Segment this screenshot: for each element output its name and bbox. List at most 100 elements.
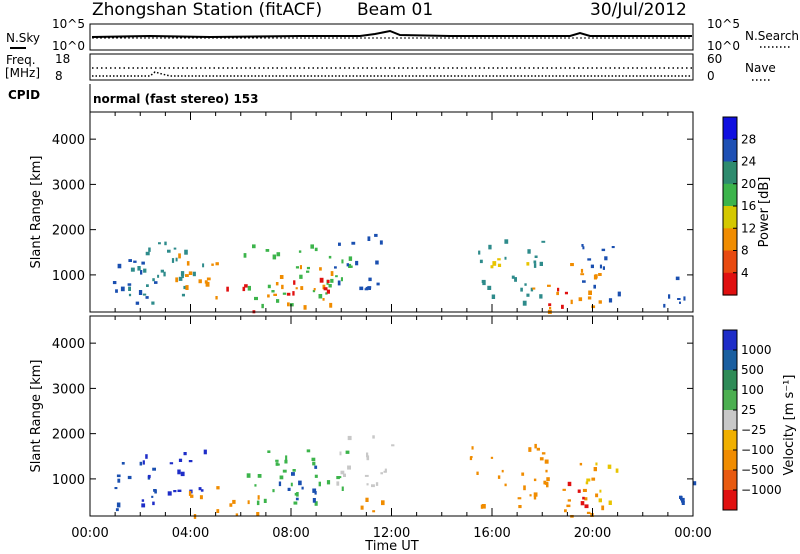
data-cell — [178, 253, 181, 259]
data-cell — [135, 301, 140, 305]
data-cell — [181, 274, 184, 279]
data-cell — [504, 239, 509, 244]
data-cell — [580, 501, 585, 506]
data-cell — [345, 450, 350, 454]
data-cell — [137, 266, 141, 271]
data-cell — [579, 462, 583, 466]
data-cell — [261, 303, 264, 309]
colorbar-segment — [723, 139, 737, 163]
data-cell — [183, 285, 187, 290]
colorbar-segment — [723, 350, 737, 371]
data-cell — [478, 250, 481, 255]
data-cell — [590, 264, 594, 269]
nave-tick-bottom: 0 — [707, 69, 715, 83]
ytick-label: 1000 — [52, 473, 85, 488]
data-cell — [121, 462, 125, 465]
data-cell — [582, 246, 585, 250]
beam-title: Beam 01 — [357, 0, 433, 20]
data-cell — [148, 247, 151, 252]
data-cell — [598, 273, 602, 276]
data-cell — [497, 258, 501, 261]
data-cell — [557, 287, 560, 292]
freq-panel — [89, 53, 694, 81]
data-cell — [338, 242, 341, 246]
data-cell — [160, 269, 164, 273]
data-cell — [141, 503, 146, 508]
data-cell — [595, 493, 599, 498]
data-cell — [298, 480, 302, 486]
data-cell — [347, 465, 351, 470]
data-cell — [523, 485, 526, 491]
data-cell — [587, 258, 592, 261]
nave-tick-top: 60 — [707, 52, 722, 66]
data-cell — [188, 460, 193, 463]
data-cell — [368, 277, 372, 282]
colorbar-segment — [723, 470, 737, 491]
data-cell — [615, 468, 619, 473]
data-cell — [318, 481, 321, 487]
data-cell — [469, 456, 473, 461]
data-cell — [284, 459, 288, 464]
data-cell — [117, 478, 121, 483]
data-cell — [564, 509, 567, 513]
colorbar-tick-label: 24 — [741, 155, 756, 169]
nsearch-tick-bottom: 10^0 — [707, 39, 740, 53]
data-cell — [205, 281, 210, 287]
data-cell — [330, 278, 334, 283]
data-cell — [340, 470, 345, 475]
data-cell — [336, 476, 340, 480]
data-cell — [145, 251, 150, 256]
data-cell — [578, 297, 583, 302]
data-cell — [257, 474, 262, 478]
data-cell — [584, 504, 589, 509]
data-cell — [242, 286, 246, 292]
data-cell — [338, 476, 342, 479]
data-cell — [265, 249, 270, 252]
data-cell — [276, 299, 280, 303]
data-cell — [481, 504, 486, 509]
data-cell — [188, 271, 193, 275]
data-cell — [319, 277, 324, 283]
data-cell — [142, 293, 147, 296]
data-cell — [348, 256, 353, 261]
data-cell — [229, 503, 233, 507]
data-cell — [128, 286, 131, 291]
data-cell — [246, 473, 251, 478]
data-cell — [112, 281, 117, 285]
data-cell — [312, 498, 316, 503]
ytick-label: 3000 — [52, 382, 85, 397]
colorbar-segment — [723, 183, 737, 207]
colorbar-tick-label: 28 — [741, 132, 756, 146]
colorbar-segment — [723, 330, 737, 351]
data-cell — [491, 294, 496, 299]
data-cell — [142, 460, 145, 465]
data-cell — [598, 300, 602, 304]
data-cell — [226, 286, 229, 292]
nave-label: Nave — [745, 61, 776, 75]
data-cell — [375, 482, 379, 486]
data-cell — [591, 477, 596, 481]
data-cell — [567, 499, 571, 502]
data-cell — [376, 282, 380, 286]
freq-tick-top: 18 — [55, 52, 70, 66]
data-cell — [216, 509, 220, 513]
data-cell — [154, 489, 157, 494]
data-cell — [533, 495, 537, 500]
cpid-text: normal (fast stereo) 153 — [93, 92, 259, 106]
data-cell — [336, 481, 340, 486]
data-cell — [200, 489, 204, 492]
data-cell — [585, 481, 589, 485]
data-cell — [549, 306, 552, 310]
data-cell — [366, 452, 369, 458]
data-cell — [339, 451, 342, 456]
data-cell — [337, 280, 341, 286]
data-cell — [335, 275, 338, 278]
data-cell — [247, 285, 251, 291]
data-cell — [235, 513, 239, 517]
data-cell — [567, 481, 572, 487]
data-cell — [295, 266, 299, 269]
data-cell — [539, 294, 543, 299]
data-cell — [278, 481, 282, 487]
nsearch-tick-top: 10^5 — [707, 17, 740, 31]
data-cell — [128, 259, 132, 262]
